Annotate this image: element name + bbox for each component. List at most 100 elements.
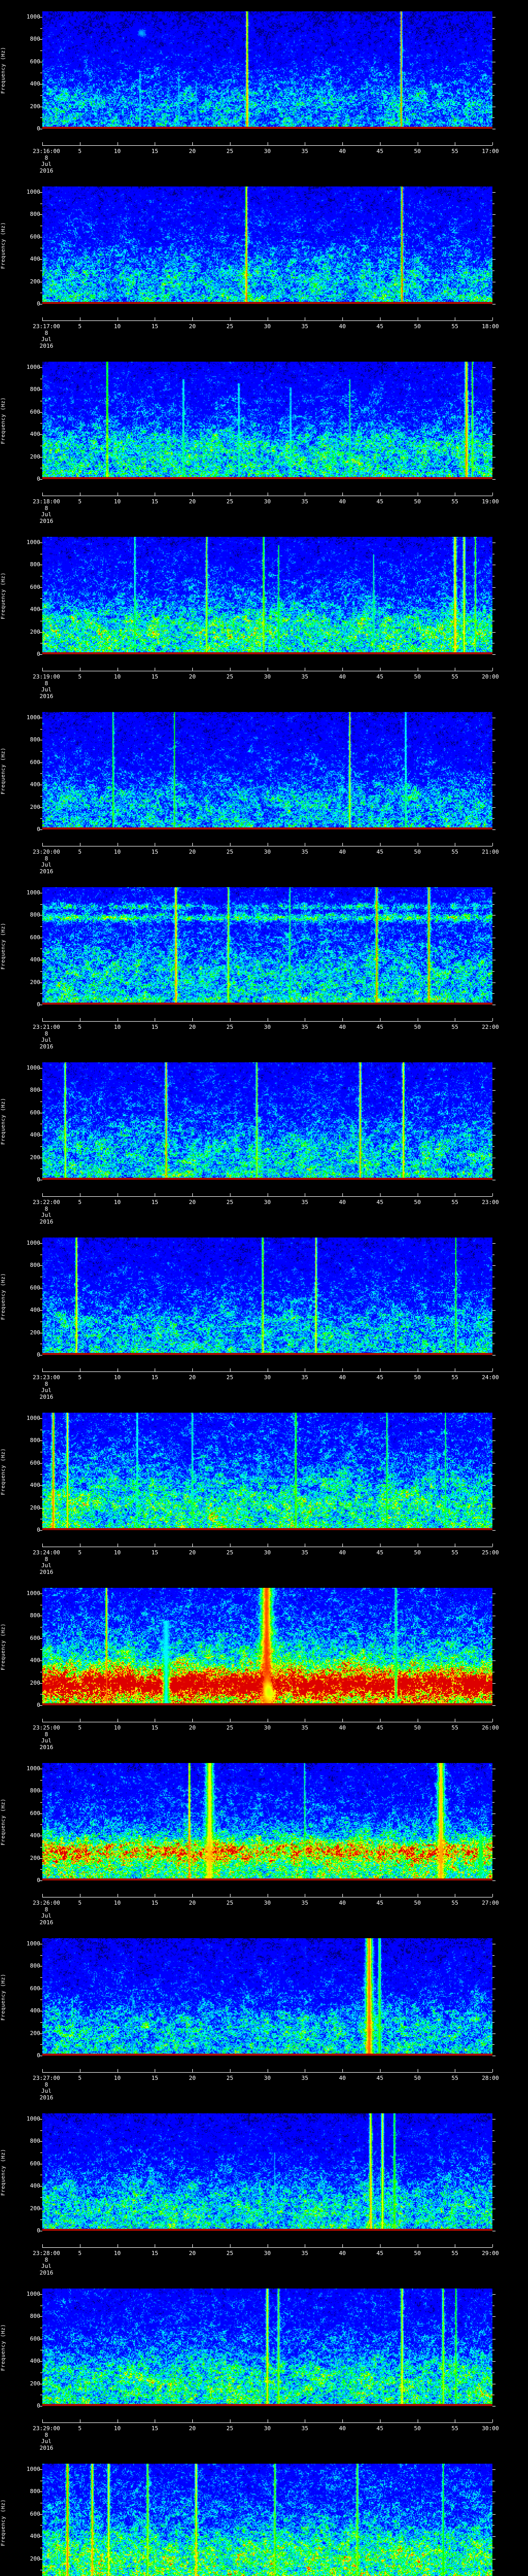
x-tick-mark <box>42 142 43 145</box>
x-axis-end-label: 26:00 <box>482 1724 499 1731</box>
x-tick-label: 50 <box>414 498 421 505</box>
x-tick-mark <box>342 1193 343 1196</box>
x-tick-label: 5 <box>78 2250 82 2257</box>
y-axis-label: Frequency (Hz) <box>1 572 6 619</box>
x-tick-label: 25 <box>226 1374 234 1381</box>
spectrogram-panel: Frequency (Hz) 1000 800 600 400 200 0 23:22:00 8… <box>0 1062 528 1227</box>
y-right-tick <box>492 28 494 29</box>
x-tick-label: 35 <box>301 2250 308 2257</box>
y-tick-label: 0 <box>37 2402 40 2409</box>
x-tick-label: 35 <box>301 673 308 680</box>
x-tick-label: 40 <box>339 2250 346 2257</box>
y-right-tick <box>492 1824 494 1825</box>
y-right-tick <box>492 576 494 577</box>
y-right-tick <box>492 654 496 655</box>
x-tick-mark <box>342 1719 343 1722</box>
x-tick-label: 15 <box>151 498 158 505</box>
y-right-tick <box>492 773 494 774</box>
y-right-tick <box>492 1243 496 1244</box>
date-day-label: 8 <box>44 1380 48 1387</box>
x-tick-label: 5 <box>78 2075 82 2081</box>
x-tick-label: 10 <box>113 1900 121 1906</box>
y-minor-tick <box>40 1146 42 1147</box>
date-day-label: 8 <box>44 855 48 862</box>
y-tick-label: 600 <box>30 2510 40 2517</box>
x-tick-mark <box>42 493 43 496</box>
start-time-label: 23:16:00 <box>32 148 60 155</box>
y-tick-mark <box>39 389 42 391</box>
x-tick-label: 40 <box>339 1724 346 1731</box>
start-time-label: 23:27:00 <box>32 2075 60 2081</box>
y-minor-tick <box>40 270 42 271</box>
y-tick-label: 0 <box>37 2052 40 2059</box>
y-tick-label: 0 <box>37 300 40 307</box>
y-right-tick <box>492 2372 494 2373</box>
y-right-tick <box>492 1966 496 1967</box>
x-tick-mark <box>492 317 493 320</box>
y-axis-label: Frequency (Hz) <box>1 2148 6 2196</box>
y-tick-label: 200 <box>30 628 40 635</box>
y-right-tick <box>492 1507 496 1509</box>
y-tick-label: 600 <box>30 1109 40 1116</box>
y-tick-label: 400 <box>30 2007 40 2014</box>
x-tick-label: 55 <box>451 148 458 155</box>
x-tick-label: 35 <box>301 323 308 330</box>
y-right-tick <box>492 1977 494 1978</box>
x-tick-label: 55 <box>451 1374 458 1381</box>
x-tick-mark <box>380 1193 381 1196</box>
x-tick-label: 25 <box>226 2425 234 2432</box>
spectrogram-image <box>42 11 492 129</box>
x-axis-start-label: 23:27:00 8 Jul 2016 <box>33 2075 60 2102</box>
y-tick-label: 800 <box>30 1787 40 1794</box>
y-right-tick <box>492 1858 496 1859</box>
y-right-tick <box>492 1705 496 1706</box>
spectrogram-image <box>42 1588 492 1705</box>
y-tick-mark <box>39 1287 42 1289</box>
x-axis-end-label: 21:00 <box>482 849 499 855</box>
y-tick-label: 800 <box>30 736 40 743</box>
date-month-label: Jul <box>41 686 52 693</box>
x-tick-label: 55 <box>451 1199 458 1206</box>
y-tick-mark <box>39 1418 42 1419</box>
x-tick-label: 45 <box>376 1900 384 1906</box>
x-tick-label: 20 <box>189 323 196 330</box>
x-tick-label: 40 <box>339 673 346 680</box>
x-tick-label: 10 <box>113 1549 121 1556</box>
x-tick-label: 20 <box>189 1199 196 1206</box>
x-axis-line <box>42 2422 492 2423</box>
y-right-tick <box>492 2338 496 2340</box>
y-right-tick <box>492 16 496 18</box>
y-tick-label: 0 <box>37 1176 40 1183</box>
x-tick-label: 15 <box>151 2075 158 2081</box>
x-tick-label: 10 <box>113 1024 121 1030</box>
x-tick-label: 20 <box>189 1024 196 1030</box>
date-year-label: 2016 <box>39 1919 54 1926</box>
date-month-label: Jul <box>41 1387 52 1394</box>
y-tick-label: 600 <box>30 758 40 766</box>
start-time-label: 23:20:00 <box>32 849 60 855</box>
x-tick-label: 30 <box>263 1199 271 1206</box>
x-tick-label: 5 <box>78 673 82 680</box>
x-tick-mark <box>192 2419 193 2422</box>
x-tick-label: 10 <box>113 1724 121 1731</box>
y-right-tick <box>492 434 496 435</box>
y-tick-mark <box>39 2469 42 2470</box>
date-day-label: 8 <box>44 1731 48 1738</box>
x-tick-mark <box>492 1193 493 1196</box>
y-right-tick <box>492 192 496 193</box>
y-tick-mark <box>39 1683 42 1684</box>
spectrogram-panel: Frequency (Hz) 1000 800 600 400 200 0 23:16:00 8… <box>0 11 528 176</box>
x-tick-label: 50 <box>414 2250 421 2257</box>
y-tick-label: 800 <box>30 2138 40 2145</box>
y-tick-label: 800 <box>30 2313 40 2320</box>
x-tick-label: 10 <box>113 498 121 505</box>
y-right-tick <box>492 2536 496 2537</box>
y-tick-label: 400 <box>30 606 40 613</box>
x-tick-label: 5 <box>78 323 82 330</box>
start-time-label: 23:22:00 <box>32 1199 60 1206</box>
date-day-label: 8 <box>44 504 48 512</box>
